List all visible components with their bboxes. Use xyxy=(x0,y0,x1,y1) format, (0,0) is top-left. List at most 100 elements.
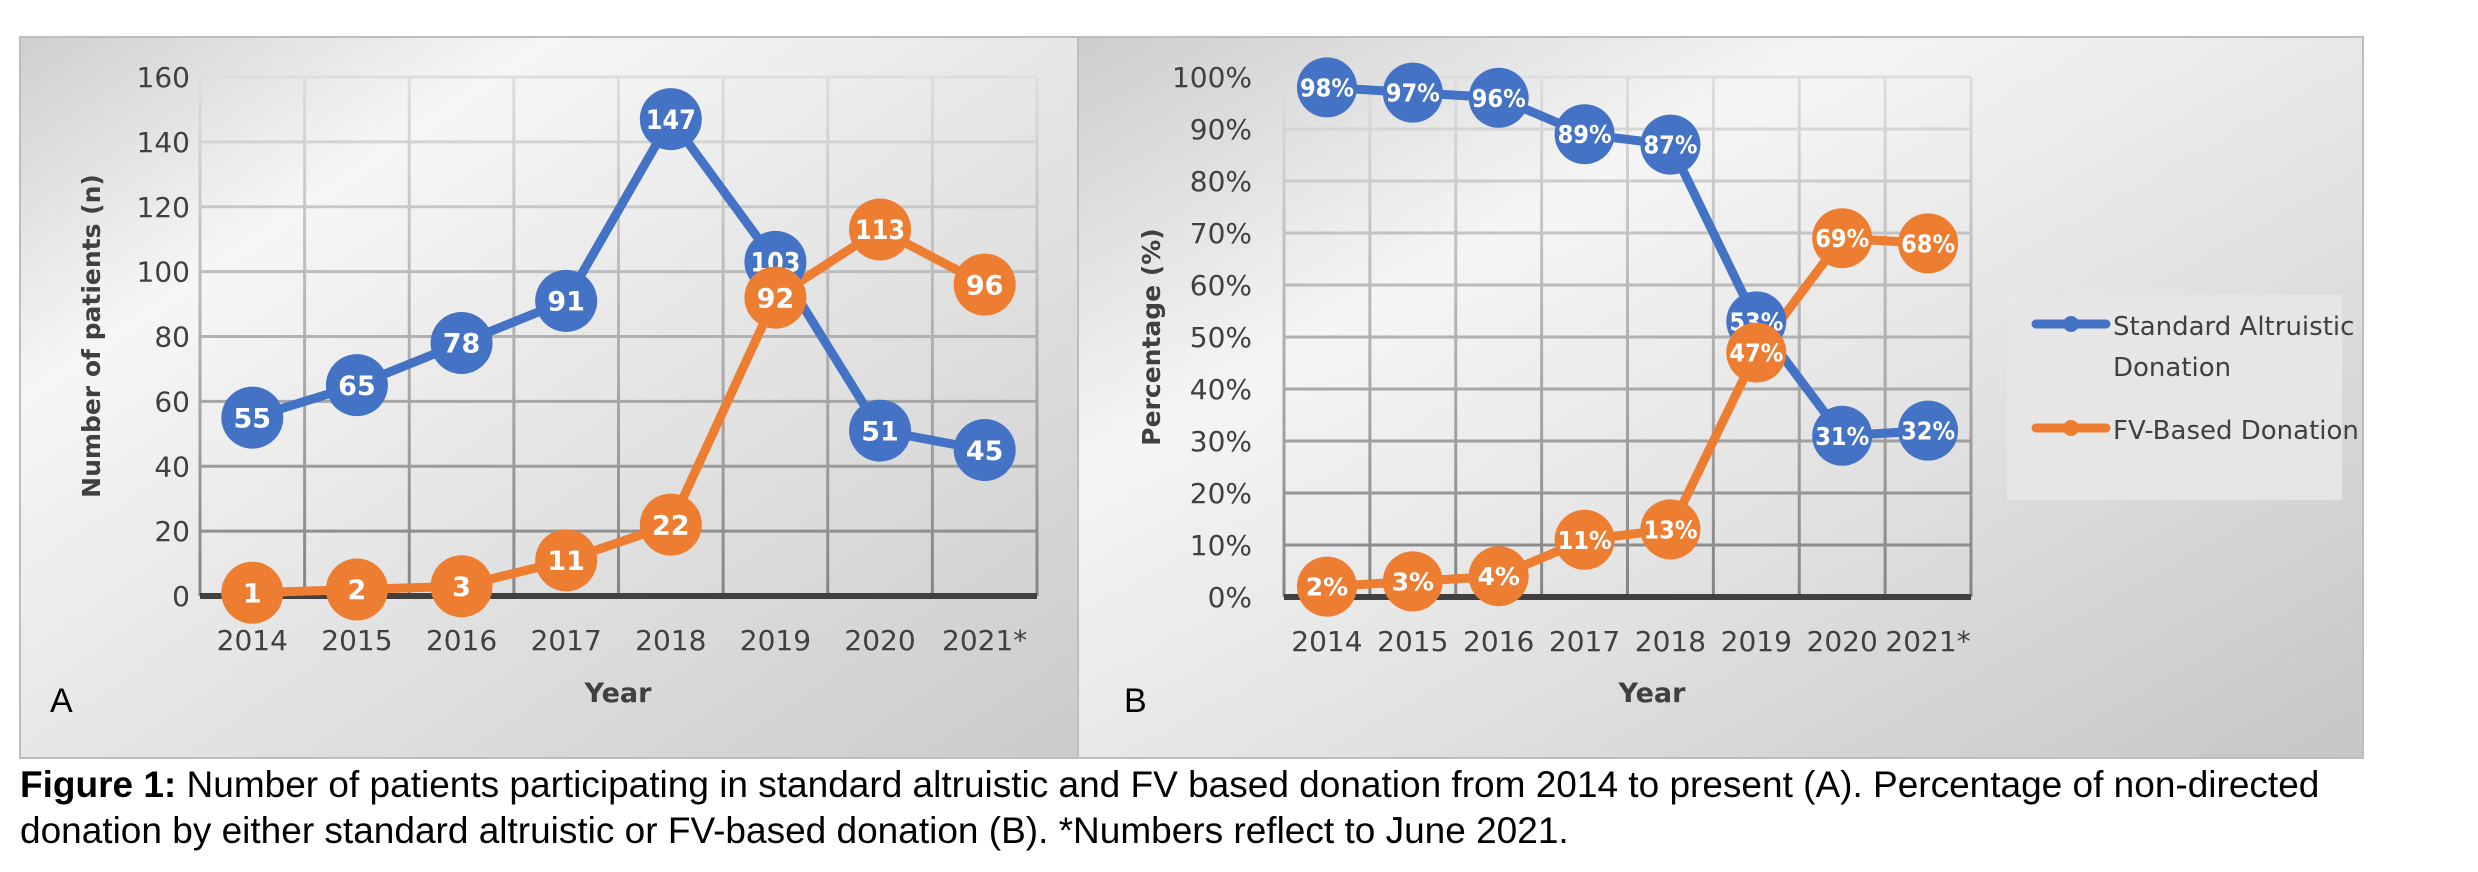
data-label-fv: 2% xyxy=(1306,573,1348,602)
y-tick-label: 40% xyxy=(1190,373,1252,406)
data-marker-fv xyxy=(953,253,1016,316)
panel-b-label: B xyxy=(1124,682,1147,720)
y-tick-label: 70% xyxy=(1190,217,1252,250)
x-tick-label: 2019 xyxy=(740,624,811,657)
data-label-fv: 3 xyxy=(452,572,471,603)
data-point-fv: 13% xyxy=(1640,499,1701,560)
legend-marker-dot-standard xyxy=(2063,316,2079,332)
y-tick-label: 160 xyxy=(137,61,190,94)
data-label-fv: 3% xyxy=(1392,567,1434,596)
data-label-standard: 65 xyxy=(338,371,376,402)
data-label-standard: 55 xyxy=(234,403,272,434)
panel-b: 0%10%20%30%40%50%60%70%80%90%100% 2014 20… xyxy=(1077,36,2364,759)
x-tick-label: 2016 xyxy=(426,624,497,657)
panel-a-label: A xyxy=(50,682,73,720)
data-point-fv: 2% xyxy=(1296,556,1357,617)
data-marker-fv xyxy=(1382,551,1443,612)
panel-b-x-axis-title: Year xyxy=(1618,678,1687,709)
data-marker-standard xyxy=(953,419,1016,482)
y-tick-label: 60 xyxy=(154,385,190,418)
y-tick-label: 120 xyxy=(137,191,190,224)
legend-item-fv: FV-Based Donation xyxy=(2031,416,2359,446)
data-marker-standard xyxy=(221,386,284,449)
data-marker-fv xyxy=(325,558,388,621)
data-label-standard: 45 xyxy=(966,436,1004,467)
y-tick-label: 80% xyxy=(1190,165,1252,198)
data-marker-standard xyxy=(639,88,702,151)
data-label-fv: 47% xyxy=(1729,339,1783,368)
x-tick-label: 2018 xyxy=(1635,625,1706,658)
data-label-standard: 51 xyxy=(861,416,899,447)
data-marker-fv xyxy=(1726,322,1787,383)
data-point-standard: 31% xyxy=(1812,405,1873,466)
y-tick-label: 0 xyxy=(172,580,190,613)
y-tick-label: 90% xyxy=(1190,113,1252,146)
data-label-standard: 97% xyxy=(1386,79,1440,108)
data-point-fv: 2 xyxy=(325,558,388,621)
data-marker-fv xyxy=(1296,556,1357,617)
data-point-standard: 65 xyxy=(325,354,388,417)
y-tick-label: 140 xyxy=(137,126,190,159)
data-point-standard: 51 xyxy=(849,399,912,462)
data-marker-fv xyxy=(849,198,912,261)
x-tick-label: 2020 xyxy=(1807,625,1878,658)
data-point-fv: 47% xyxy=(1726,322,1787,383)
data-label-fv: 2 xyxy=(348,575,367,606)
data-point-fv: 3% xyxy=(1382,551,1443,612)
data-marker-fv xyxy=(1640,499,1701,560)
data-point-standard: 147 xyxy=(639,88,702,151)
panel-b-y-ticks: 0% 10% 20% 30% 40% 50% 60% 70% 80% 90% 100% xyxy=(1172,61,1252,614)
data-point-standard: 96% xyxy=(1468,67,1529,128)
caption-label: Figure 1: xyxy=(20,764,177,805)
x-tick-label: 2017 xyxy=(1549,625,1620,658)
x-tick-label: 2014 xyxy=(1291,625,1362,658)
data-point-fv: 4% xyxy=(1468,546,1529,607)
data-label-fv: 69% xyxy=(1815,224,1869,253)
data-point-fv: 11% xyxy=(1554,509,1615,570)
data-point-fv: 113 xyxy=(849,198,912,261)
data-marker-fv xyxy=(221,561,284,624)
data-point-standard: 45 xyxy=(953,419,1016,482)
x-tick-label: 2015 xyxy=(1377,625,1448,658)
data-label-standard: 87% xyxy=(1643,131,1697,160)
x-tick-label: 2021* xyxy=(942,624,1027,657)
data-marker-standard xyxy=(1812,405,1873,466)
panel-a-y-axis-title: Number of patients (n) xyxy=(77,174,106,498)
panel-a-background xyxy=(19,36,1079,759)
x-tick-label: 2016 xyxy=(1463,625,1534,658)
data-label-standard: 78 xyxy=(443,329,481,360)
data-marker-standard xyxy=(849,399,912,462)
data-marker-standard xyxy=(1468,67,1529,128)
data-point-fv: 68% xyxy=(1898,213,1959,274)
y-tick-label: 100 xyxy=(137,256,190,289)
x-tick-label: 2018 xyxy=(635,624,706,657)
data-label-fv: 11 xyxy=(547,546,585,577)
y-tick-label: 80 xyxy=(154,321,190,354)
data-label-fv: 92 xyxy=(757,283,795,314)
data-point-fv: 92 xyxy=(744,266,807,329)
panel-b-x-ticks: 2014 2015 2016 2017 2018 2019 2020 2021* xyxy=(1291,625,1970,658)
data-label-standard: 91 xyxy=(547,287,585,318)
legend-box xyxy=(2007,295,2342,500)
y-tick-label: 10% xyxy=(1190,529,1252,562)
x-tick-label: 2021* xyxy=(1885,625,1970,658)
legend-label-fv: FV-Based Donation xyxy=(2113,416,2359,446)
data-point-standard: 55 xyxy=(221,386,284,449)
legend-label-standard-line2: Donation xyxy=(2113,353,2231,383)
y-tick-label: 40 xyxy=(154,450,190,483)
figure-caption: Figure 1: Number of patients participati… xyxy=(20,762,2460,854)
data-marker-fv xyxy=(1554,509,1615,570)
data-label-standard: 96% xyxy=(1472,84,1526,113)
data-point-standard: 91 xyxy=(535,269,598,332)
legend-item-standard: Standard Altruistic Donation xyxy=(2031,312,2354,383)
data-label-standard: 89% xyxy=(1558,120,1612,149)
y-tick-label: 100% xyxy=(1172,61,1252,94)
caption-text: Number of patients participating in stan… xyxy=(20,764,2320,851)
data-point-fv: 22 xyxy=(639,493,702,556)
data-label-fv: 68% xyxy=(1901,229,1955,258)
data-point-fv: 11 xyxy=(535,529,598,592)
data-label-fv: 4% xyxy=(1477,562,1519,591)
data-label-fv: 13% xyxy=(1643,515,1697,544)
